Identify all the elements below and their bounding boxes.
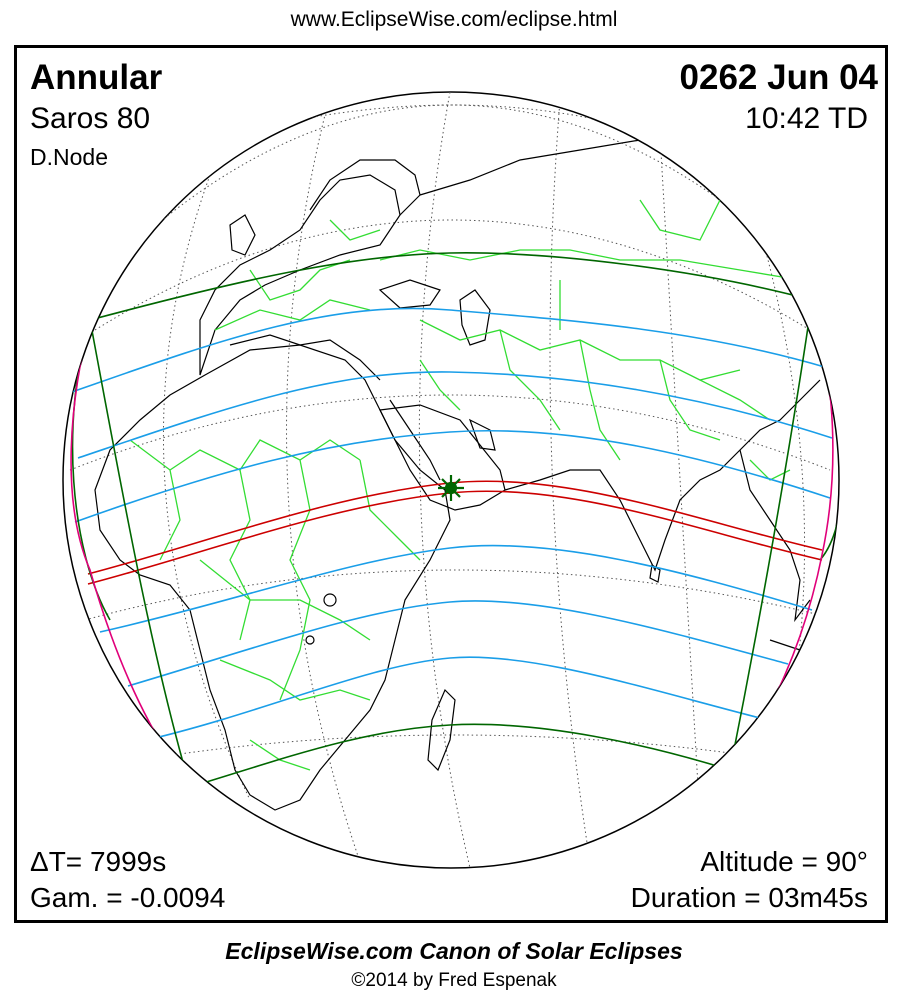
eclipse-type: Annular — [30, 58, 163, 97]
node-label: D.Node — [30, 144, 108, 170]
gamma: Gam. = -0.0094 — [30, 882, 226, 913]
duration: Duration = 03m45s — [630, 882, 868, 913]
header-url[interactable]: www.EclipseWise.com/eclipse.html — [290, 8, 618, 31]
footer-copyright: ©2014 by Fred Espenak — [351, 970, 557, 991]
footer-title: EclipseWise.com Canon of Solar Eclipses — [225, 938, 683, 964]
greatest-eclipse-icon — [438, 475, 464, 501]
map-frame — [14, 45, 888, 923]
eclipse-time: 10:42 TD — [745, 102, 868, 135]
altitude: Altitude = 90° — [700, 846, 868, 877]
delta-t: ΔT= 7999s — [30, 846, 167, 877]
saros-number: Saros 80 — [30, 102, 151, 135]
globe-outline — [62, 91, 840, 869]
eclipse-date: 0262 Jun 04 — [679, 58, 878, 97]
partial-eclipse-lines — [71, 307, 833, 739]
